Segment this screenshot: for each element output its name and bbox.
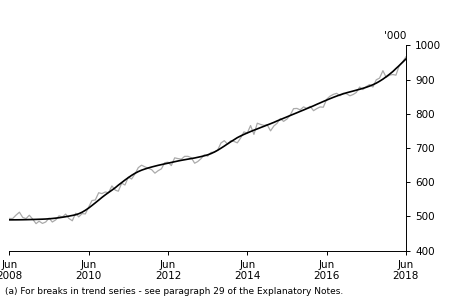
Text: (a) For breaks in trend series - see paragraph 29 of the Explanatory Notes.: (a) For breaks in trend series - see par… [5,287,343,296]
Text: '000: '000 [384,31,406,41]
